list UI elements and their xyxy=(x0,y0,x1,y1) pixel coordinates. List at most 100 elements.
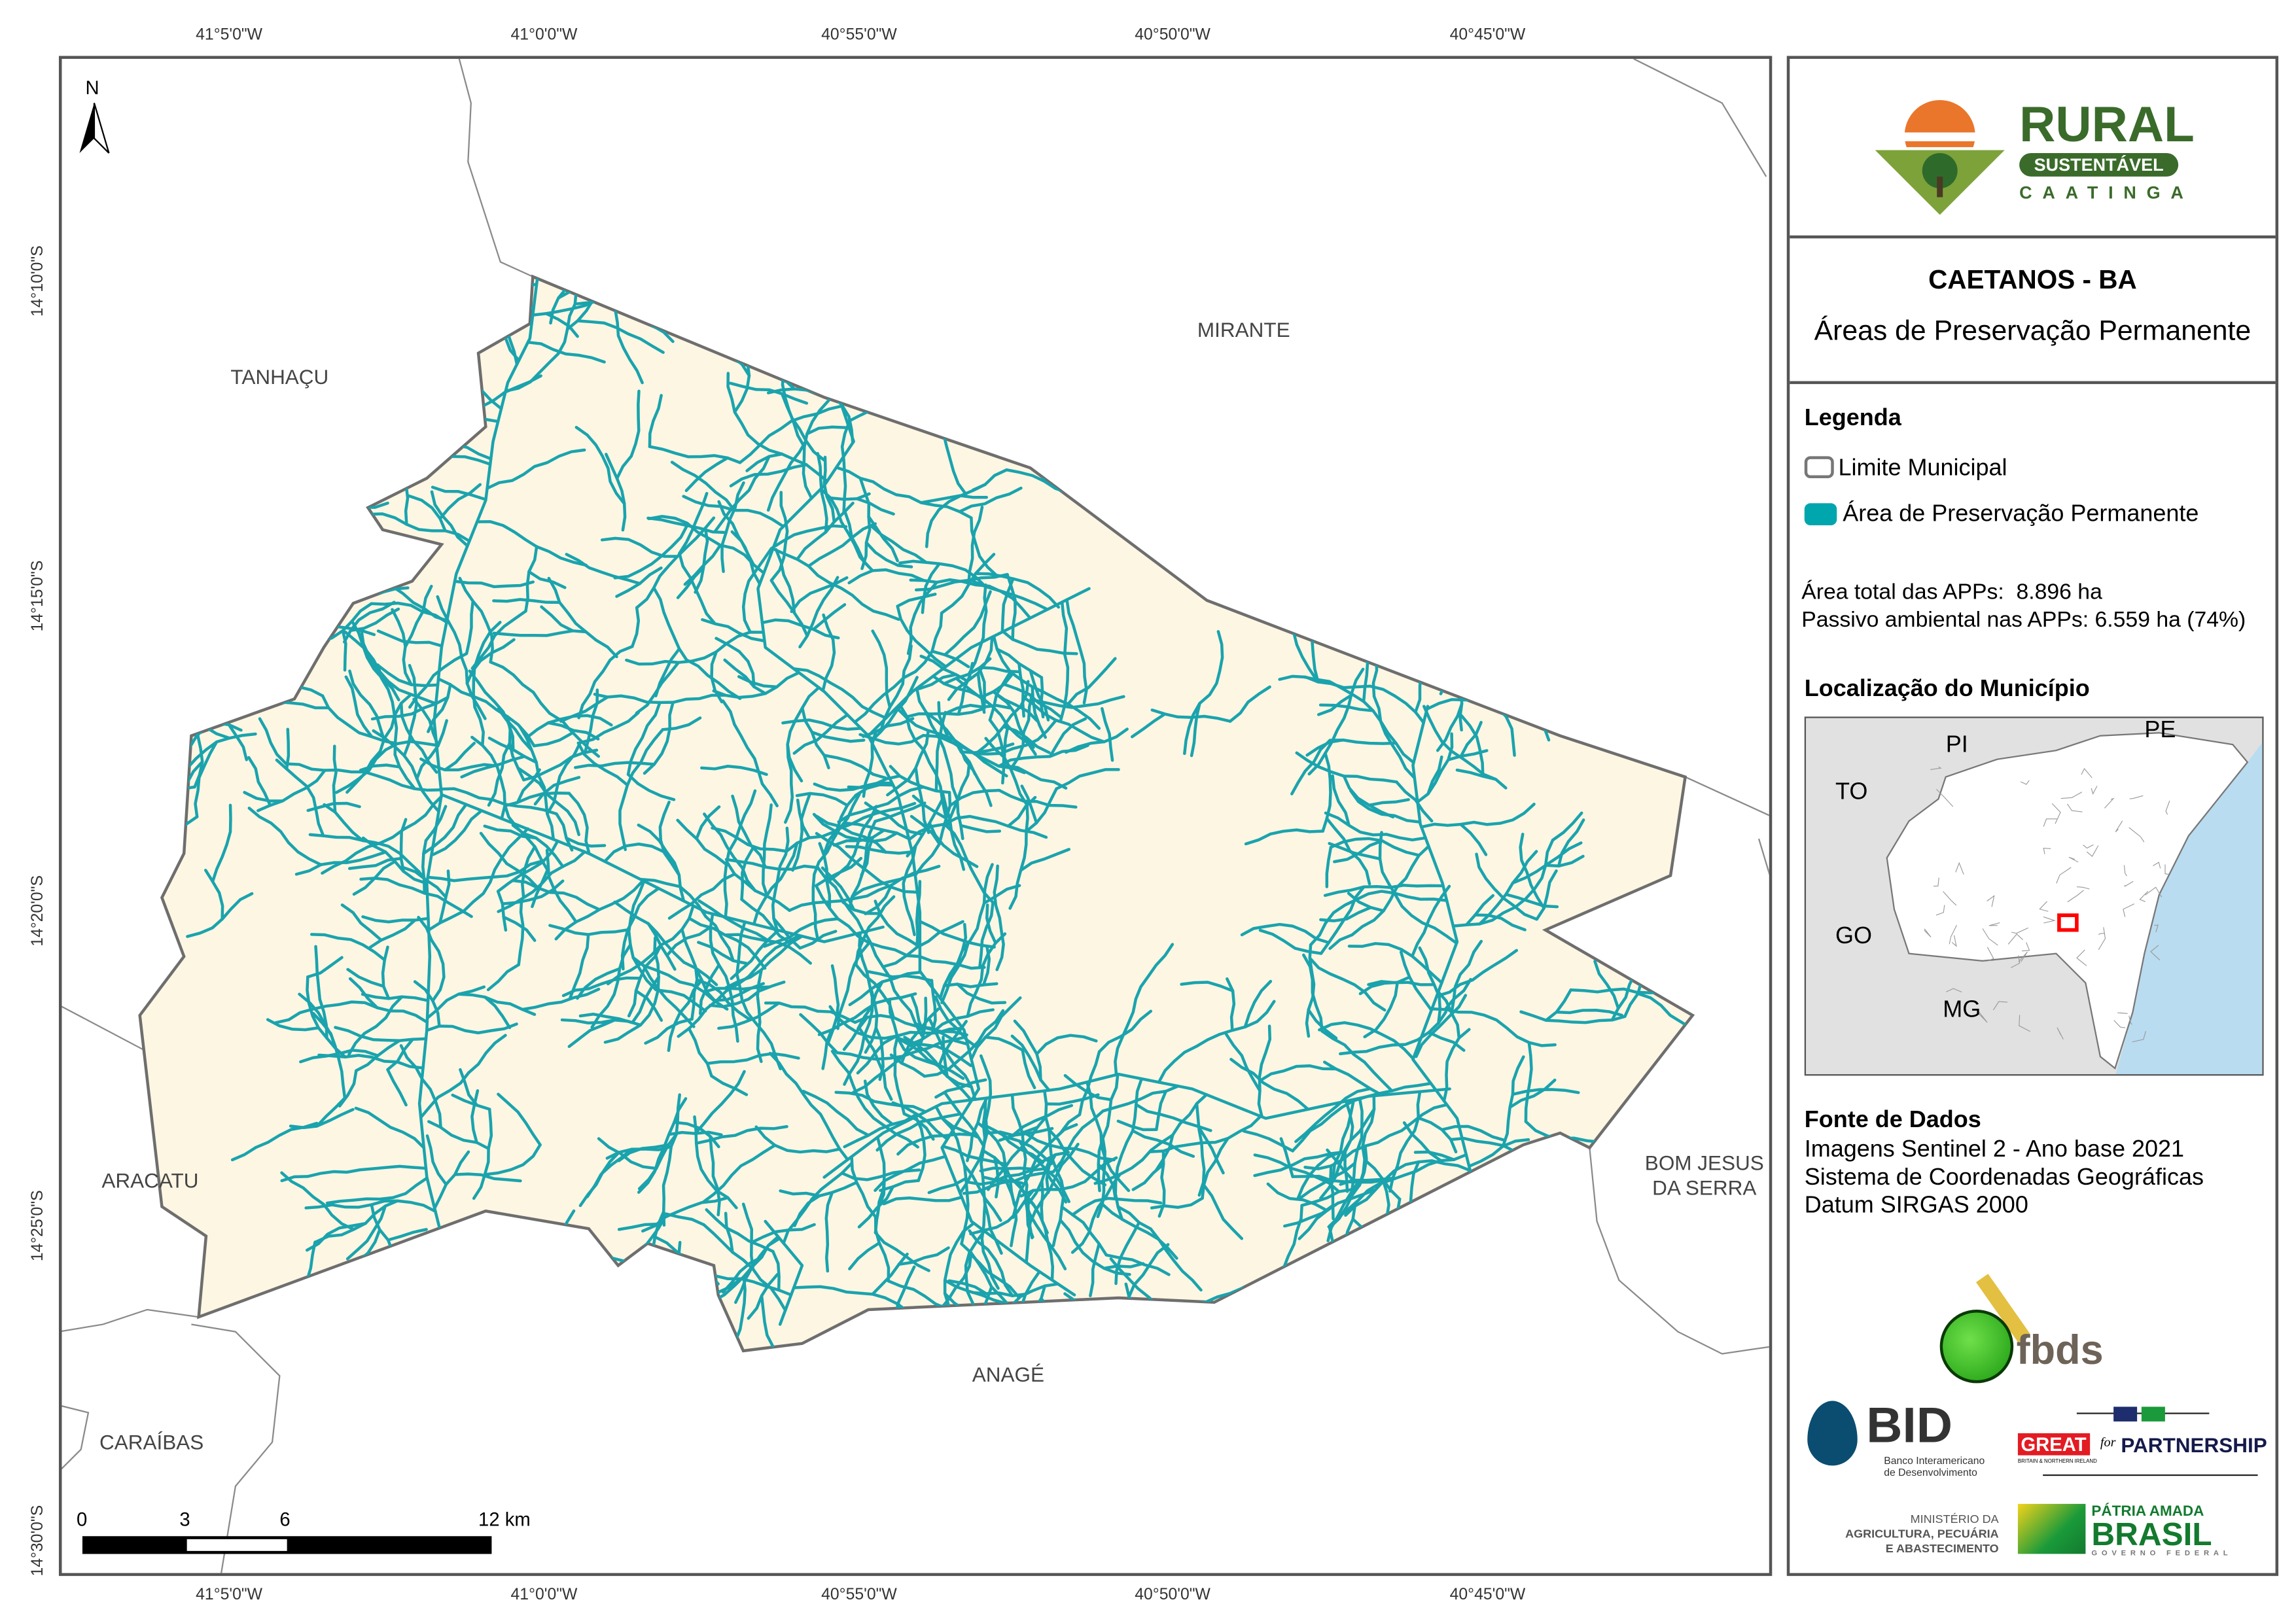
app-stream xyxy=(1417,1116,1458,1154)
inset-municipal-line xyxy=(2039,901,2049,912)
inset-municipal-line xyxy=(2007,934,2023,945)
app-stream xyxy=(1291,1174,1386,1184)
app-stream xyxy=(1257,1024,1272,1119)
app-stream xyxy=(1411,884,1451,958)
app-stream xyxy=(695,805,721,841)
app-stream xyxy=(760,1294,791,1351)
app-stream xyxy=(1103,1262,1145,1270)
app-stream xyxy=(724,1212,734,1254)
app-stream xyxy=(817,992,917,1036)
logo-text: PARTNERSHIP xyxy=(2121,1433,2267,1457)
app-stream xyxy=(1064,727,1129,754)
app-stream xyxy=(646,516,728,534)
app-stream xyxy=(1388,1090,1422,1193)
app-stream xyxy=(502,915,537,942)
app-stream xyxy=(1528,585,1592,615)
app-stream xyxy=(698,899,769,942)
app-stream xyxy=(745,452,784,472)
app-stream xyxy=(669,178,715,225)
app-stream xyxy=(968,1229,1014,1298)
app-stream xyxy=(386,1068,408,1107)
tick-label: 14°10'0"S xyxy=(29,245,47,317)
location-heading: Localização do Município xyxy=(1804,676,2090,702)
app-stream xyxy=(1357,370,1424,385)
app-stream xyxy=(729,463,808,488)
app-stream xyxy=(754,1125,841,1154)
app-stream xyxy=(242,1305,305,1336)
app-stream xyxy=(459,1068,479,1107)
app-stream xyxy=(172,470,263,551)
app-stream xyxy=(790,576,849,614)
inset-municipal-line xyxy=(2128,1015,2132,1025)
app-stream xyxy=(705,1052,800,1065)
map-frame[interactable]: N xyxy=(58,56,1773,1577)
app-stream xyxy=(1488,430,1500,512)
inset-municipal-line xyxy=(2076,949,2087,966)
inset-municipal-line xyxy=(2124,881,2134,887)
app-stream xyxy=(923,1009,1005,1078)
app-stream xyxy=(1022,695,1106,744)
app-stream xyxy=(511,824,565,868)
app-stream xyxy=(904,707,986,719)
app-stream xyxy=(967,583,988,676)
rural-logo-icon xyxy=(1875,99,2005,215)
app-stream xyxy=(898,703,949,828)
tick-label: 40°55'0"W xyxy=(821,1586,897,1604)
app-stream xyxy=(889,1053,927,1078)
app-stream xyxy=(717,500,762,585)
app-stream xyxy=(838,801,917,830)
inset-municipal-line xyxy=(1987,947,1994,962)
app-stream xyxy=(724,858,819,871)
app-stream xyxy=(285,727,291,771)
app-stream xyxy=(740,898,792,945)
app-stream xyxy=(497,1092,542,1147)
app-stream xyxy=(665,925,713,957)
app-stream xyxy=(1504,892,1559,909)
app-stream xyxy=(694,966,729,1011)
brasil-logo-icon xyxy=(2017,1503,2086,1554)
app-stream xyxy=(983,1036,1024,1052)
app-stream xyxy=(1072,481,1166,501)
app-stream xyxy=(472,1108,493,1200)
app-stream xyxy=(726,372,829,483)
app-stream xyxy=(1104,1253,1171,1276)
app-stream xyxy=(810,731,866,743)
app-stream xyxy=(284,442,332,510)
app-stream xyxy=(424,805,448,843)
app-stream xyxy=(342,601,396,644)
app-stream xyxy=(896,604,947,669)
app-stream xyxy=(701,1143,777,1204)
app-stream xyxy=(1010,1093,1034,1239)
app-stream xyxy=(886,729,930,797)
inset-municipal-line xyxy=(2020,780,2030,785)
app-stream xyxy=(971,468,1008,492)
app-stream xyxy=(874,1230,930,1272)
app-stream xyxy=(906,1311,945,1329)
app-stream xyxy=(986,1115,1048,1191)
app-stream xyxy=(139,1348,178,1351)
app-stream xyxy=(533,732,573,748)
app-stream xyxy=(895,1302,906,1351)
tick-label: 41°0'0"W xyxy=(510,26,578,44)
app-stream xyxy=(871,1252,909,1296)
brasil-logo: PÁTRIA AMADA BRASIL GOVERNO FEDERAL xyxy=(2091,1503,2233,1559)
app-stream xyxy=(840,419,851,515)
map-subtitle: Áreas de Preservação Permanente xyxy=(1814,316,2252,347)
app-stream xyxy=(934,1078,987,1099)
neighbor-boundary xyxy=(458,58,533,277)
app-stream xyxy=(724,934,804,990)
app-stream xyxy=(931,674,1037,756)
app-stream xyxy=(1025,787,1058,833)
app-stream xyxy=(740,847,754,901)
app-stream xyxy=(811,792,861,942)
app-stream xyxy=(569,933,590,1000)
app-stream xyxy=(578,1151,621,1208)
app-stream xyxy=(664,1212,787,1312)
app-stream xyxy=(995,693,1035,749)
app-stream xyxy=(1048,717,1087,758)
app-stream xyxy=(642,964,696,1028)
app-stream xyxy=(915,880,922,949)
app-stream xyxy=(930,650,970,669)
app-stream xyxy=(1572,1163,1593,1202)
app-stream xyxy=(840,1168,921,1181)
